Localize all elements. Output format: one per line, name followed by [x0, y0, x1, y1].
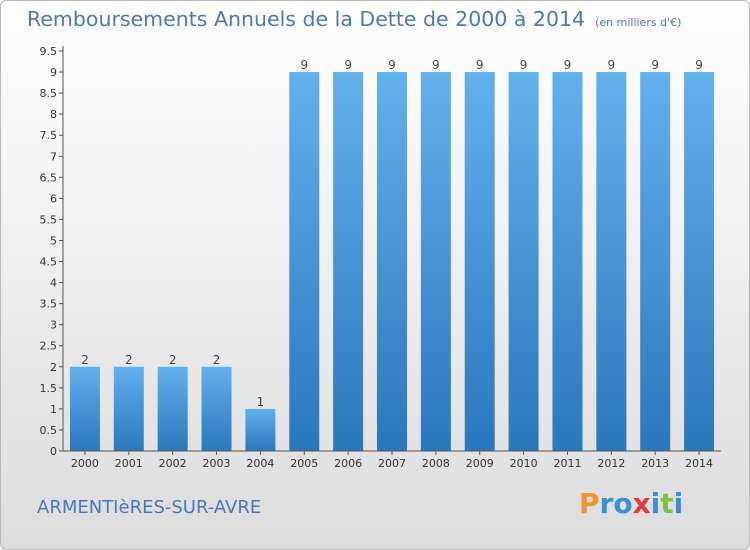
bar-2000 [69, 366, 100, 451]
x-tick-label-2001: 2001 [115, 457, 143, 470]
x-tick-label-2005: 2005 [290, 457, 318, 470]
bars-group: 2 2 2 2 1 9 9 9 9 9 9 9 9 9 9 [69, 58, 715, 451]
data-label-2006: 9 [344, 58, 352, 72]
data-label-2014: 9 [695, 58, 703, 72]
data-label-2002: 2 [169, 353, 177, 367]
y-tick-label-0: 0 [50, 445, 57, 458]
y-tick-label-4.5: 4.5 [40, 256, 58, 269]
x-tick-label-2009: 2009 [466, 457, 494, 470]
data-label-2009: 9 [476, 58, 484, 72]
y-tick-label-3.5: 3.5 [40, 298, 58, 311]
x-tick-label-2006: 2006 [334, 457, 362, 470]
data-label-2001: 2 [125, 353, 133, 367]
y-tick-label-4: 4 [50, 277, 57, 290]
x-tick-label-2004: 2004 [246, 457, 274, 470]
bar-2003 [201, 366, 232, 451]
y-tick-label-7: 7 [50, 150, 57, 163]
logo-letter: x [632, 487, 651, 520]
bar-2009 [464, 72, 495, 451]
y-tick-label-1: 1 [50, 403, 57, 416]
data-label-2013: 9 [651, 58, 659, 72]
bar-2011 [552, 72, 583, 451]
y-tick-label-8: 8 [50, 108, 57, 121]
logo-letter: P [579, 487, 600, 520]
x-tick-label-2012: 2012 [597, 457, 625, 470]
x-tick-label-2010: 2010 [510, 457, 538, 470]
y-tick-label-3: 3 [50, 319, 57, 332]
logo-letter: i [673, 487, 684, 520]
x-tick-label-2007: 2007 [378, 457, 406, 470]
data-label-2010: 9 [520, 58, 528, 72]
bar-2010 [508, 72, 539, 451]
y-tick-label-7.5: 7.5 [40, 129, 58, 142]
proxiti-logo: Proxiti [579, 487, 683, 520]
logo-letter: o [613, 487, 633, 520]
x-tick-label-2002: 2002 [159, 457, 187, 470]
logo-letter: r [599, 487, 614, 520]
data-label-2007: 9 [388, 58, 396, 72]
y-axis: 0 0.5 1 1.5 2 2.5 3 3.5 4 4.5 5 5.5 6 6.5 7 7.5 8 8.5 9 9.5 [40, 45, 64, 458]
bar-2007 [377, 72, 407, 451]
data-label-2011: 9 [564, 58, 572, 72]
commune-name: ARMENTIèRES-SUR-AVRE [37, 497, 262, 518]
logo-letter: i [650, 487, 661, 520]
data-label-2012: 9 [608, 58, 616, 72]
data-label-2008: 9 [432, 58, 440, 72]
chart-title-text: Remboursements Annuels de la Dette de 20… [27, 7, 586, 31]
y-tick-label-5: 5 [50, 234, 57, 247]
bar-2004 [245, 408, 276, 451]
x-tick-label-2014: 2014 [685, 457, 713, 470]
bar-2008 [420, 72, 451, 451]
data-label-2004: 1 [257, 395, 265, 409]
y-tick-label-1.5: 1.5 [40, 382, 58, 395]
data-label-2003: 2 [213, 353, 221, 367]
x-tick-label-2011: 2011 [553, 457, 581, 470]
x-tick-label-2008: 2008 [422, 457, 450, 470]
y-tick-label-2.5: 2.5 [40, 340, 58, 353]
y-tick-label-9: 9 [50, 66, 57, 79]
data-label-2000: 2 [81, 353, 89, 367]
x-tick-label-2000: 2000 [71, 457, 99, 470]
bar-2002 [157, 366, 188, 451]
x-axis: 2000 2001 2002 2003 2004 2005 2006 2007 2008 2009… [63, 450, 721, 470]
bar-2001 [113, 366, 144, 451]
bar-2005 [289, 72, 320, 451]
bar-2006 [333, 72, 364, 451]
y-tick-label-0.5: 0.5 [40, 424, 58, 437]
y-tick-label-6.5: 6.5 [40, 171, 58, 184]
logo-letter: t [660, 487, 674, 520]
x-tick-label-2003: 2003 [203, 457, 231, 470]
y-tick-label-8.5: 8.5 [40, 87, 58, 100]
data-label-2005: 9 [300, 58, 308, 72]
y-tick-label-2: 2 [50, 361, 57, 374]
bar-2013 [640, 72, 671, 451]
y-tick-label-5.5: 5.5 [40, 213, 58, 226]
y-tick-label-6: 6 [50, 192, 57, 205]
bar-2012 [596, 72, 627, 451]
chart-unit: (en milliers d'€) [595, 16, 682, 29]
chart-title: Remboursements Annuels de la Dette de 20… [27, 7, 681, 31]
y-tick-label-9.5: 9.5 [40, 45, 58, 58]
x-tick-label-2013: 2013 [641, 457, 669, 470]
bar-2014 [684, 72, 715, 451]
